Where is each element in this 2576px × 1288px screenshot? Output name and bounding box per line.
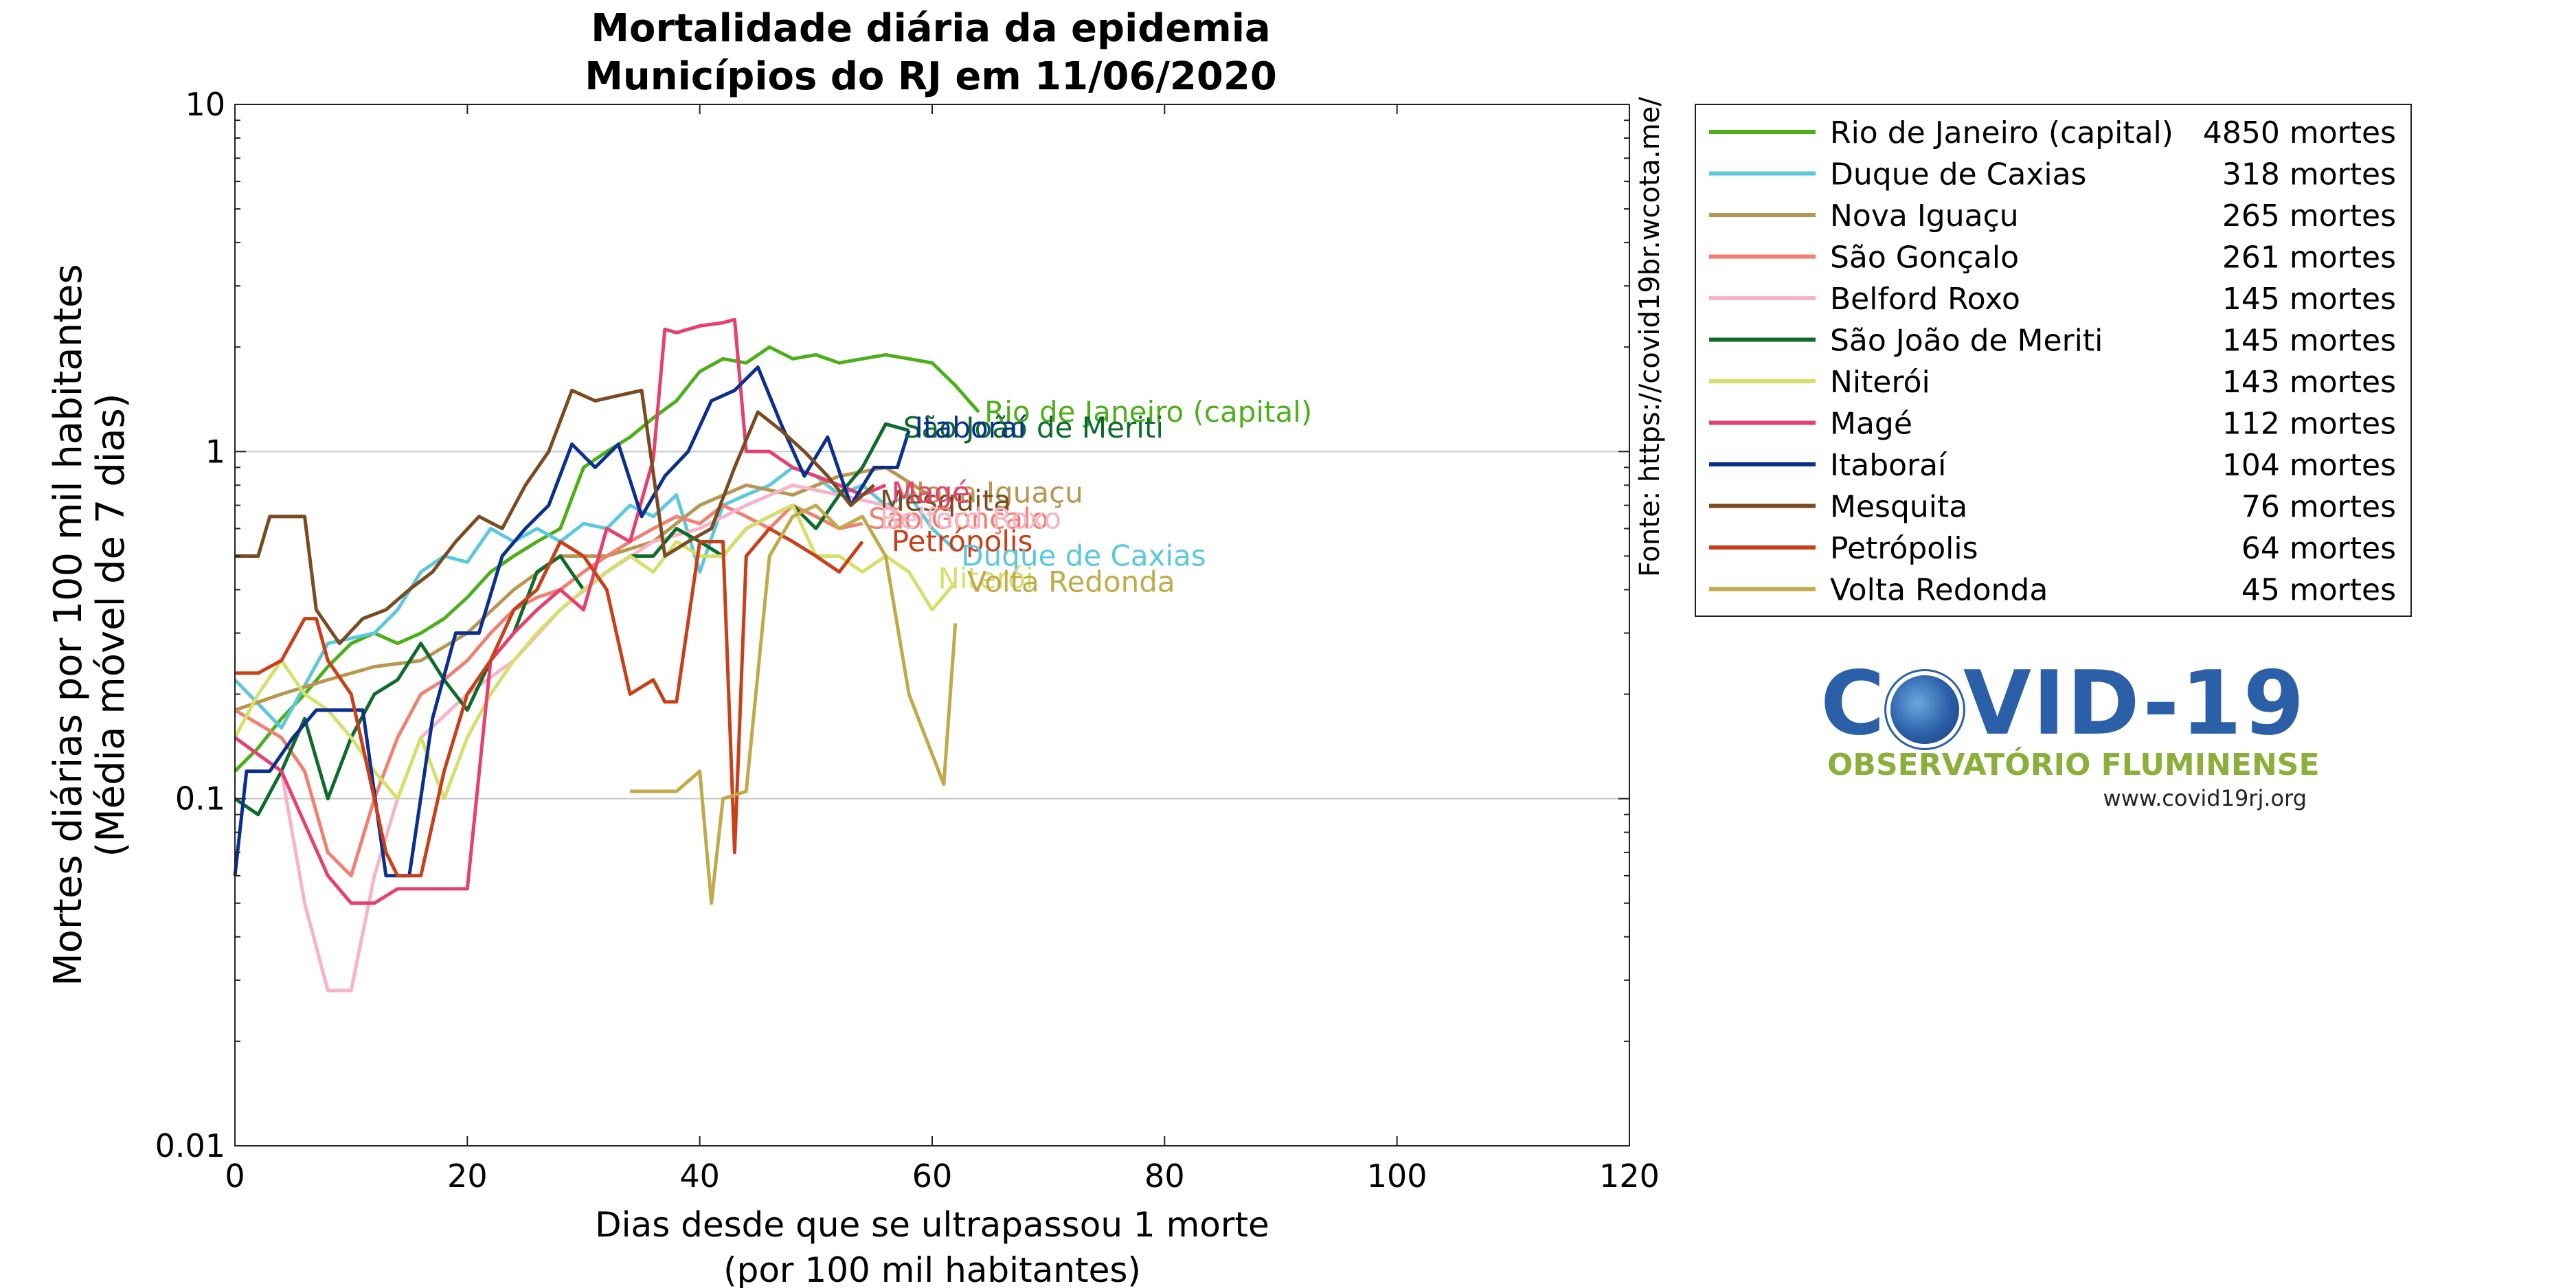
series-end-label: Rio de Janeiro (capital) [984, 395, 1312, 429]
legend-label: São João de Meriti [1830, 324, 2103, 359]
series-end-label: São Gonçalo [868, 501, 1049, 535]
chart-title: Mortalidade diária da epidemia [591, 6, 1270, 51]
series-line-7 [234, 317, 887, 905]
chart-titles: Mortalidade diária da epidemia Município… [585, 6, 1277, 99]
legend-deaths: 4850 mortes [2203, 115, 2396, 150]
legend-deaths: 261 mortes [2222, 240, 2396, 275]
series-end-label: Magé [892, 476, 970, 510]
legend: Rio de Janeiro (capital) 4850 mortes Duque… [1695, 104, 2412, 617]
y-tick-label: 0.01 [155, 1127, 225, 1164]
plot-frame [234, 104, 1630, 1146]
y-axis-label-line2: (Média móvel de 7 dias) [89, 393, 133, 857]
legend-label: Niterói [1830, 365, 1930, 400]
legend-deaths: 265 mortes [2222, 199, 2396, 234]
legend-deaths: 143 mortes [2222, 365, 2396, 400]
legend-label: Petrópolis [1830, 531, 1978, 566]
series-end-label: Mesquita [880, 484, 1011, 517]
logo-covid-pre: C [1820, 653, 1886, 755]
legend-label: Mesquita [1830, 490, 1967, 525]
legend-label: Itaboraí [1830, 448, 1947, 483]
series-line-11 [630, 504, 958, 905]
logo-url: www.covid19rj.org [2103, 785, 2307, 811]
series-end-label: Itaboraí [915, 411, 1027, 444]
series-line-6 [233, 504, 957, 801]
source-note: Fonte: https://covid19br.wcota.me/ [1634, 97, 1666, 577]
x-tick-label: 100 [1367, 1157, 1427, 1195]
legend-deaths: 45 mortes [2241, 573, 2396, 608]
series-end-label: Volta Redonda [967, 565, 1175, 599]
x-axis-label: Dias desde que se ultrapassou 1 morte [595, 1205, 1269, 1245]
legend-label: Belford Roxo [1830, 282, 2020, 317]
legend-deaths: 145 mortes [2222, 324, 2396, 359]
series-line-9 [235, 388, 876, 646]
x-tick-label: 60 [912, 1157, 953, 1195]
x-tick-label: 0 [225, 1157, 245, 1195]
legend-label: Nova Iguaçu [1830, 199, 2019, 234]
legend-label: Magé [1830, 407, 1912, 442]
legend-label: São Gonçalo [1830, 240, 2019, 275]
series-line-10 [235, 526, 864, 878]
legend-deaths: 145 mortes [2222, 282, 2396, 317]
series-end-label: Duque de Caxias [961, 539, 1206, 572]
x-tick-label: 120 [1599, 1157, 1660, 1195]
y-tick-label: 10 [185, 86, 225, 123]
logo-wordmark: C VID-19 [1820, 659, 2306, 749]
legend-deaths: 112 mortes [2222, 407, 2396, 442]
legend-deaths: 76 mortes [2241, 490, 2396, 525]
series-end-label: Niterói [938, 562, 1033, 596]
series-line-1 [234, 466, 957, 730]
legend-label: Duque de Caxias [1830, 157, 2086, 192]
series-end-label: Petrópolis [892, 525, 1033, 558]
legend-deaths: 64 mortes [2241, 531, 2396, 566]
y-tick-label: 0.1 [175, 780, 225, 817]
x-tick-label: 80 [1144, 1157, 1185, 1195]
y-axis-label: Mortes diárias por 100 mil habitantes [46, 264, 91, 986]
series-end-label: Belford Roxo [880, 501, 1061, 535]
series-end-label: São João de Meriti [903, 411, 1164, 444]
logo-covid-post: VID-19 [1963, 653, 2306, 755]
series-line-8 [233, 365, 911, 878]
legend-label: Volta Redonda [1830, 573, 2048, 608]
series-line-4 [234, 483, 910, 993]
y-tick-label: 1 [205, 433, 225, 470]
virus-icon [1890, 675, 1959, 744]
legend-label: Rio de Janeiro (capital) [1830, 115, 2173, 150]
x-tick-label: 40 [679, 1157, 720, 1195]
series-labels: Rio de Janeiro (capital)São João de Meri… [868, 395, 1312, 599]
series-line-0 [234, 345, 980, 773]
legend-box [1695, 104, 2412, 617]
legend-deaths: 104 mortes [2222, 448, 2396, 483]
grid-lines [235, 451, 1629, 800]
series-end-label: Nova Iguaçu [903, 476, 1083, 510]
series-line-5 [234, 422, 909, 817]
axis-ticks: 0 20 40 60 80 100 120 0.01 0.1 1 10 [155, 86, 1660, 1195]
x-tick-label: 20 [447, 1157, 488, 1195]
chart-subtitle: Municípios do RJ em 11/06/2020 [585, 54, 1277, 99]
legend-deaths: 318 mortes [2222, 157, 2396, 192]
x-axis-label-line2: (por 100 mil habitantes) [723, 1250, 1141, 1288]
plot-series [233, 317, 980, 993]
logo-subtitle: OBSERVATÓRIO FLUMINENSE [1827, 747, 2320, 782]
covid-logo: C VID-19 OBSERVATÓRIO FLUMINENSE www.covi… [1820, 659, 2320, 817]
